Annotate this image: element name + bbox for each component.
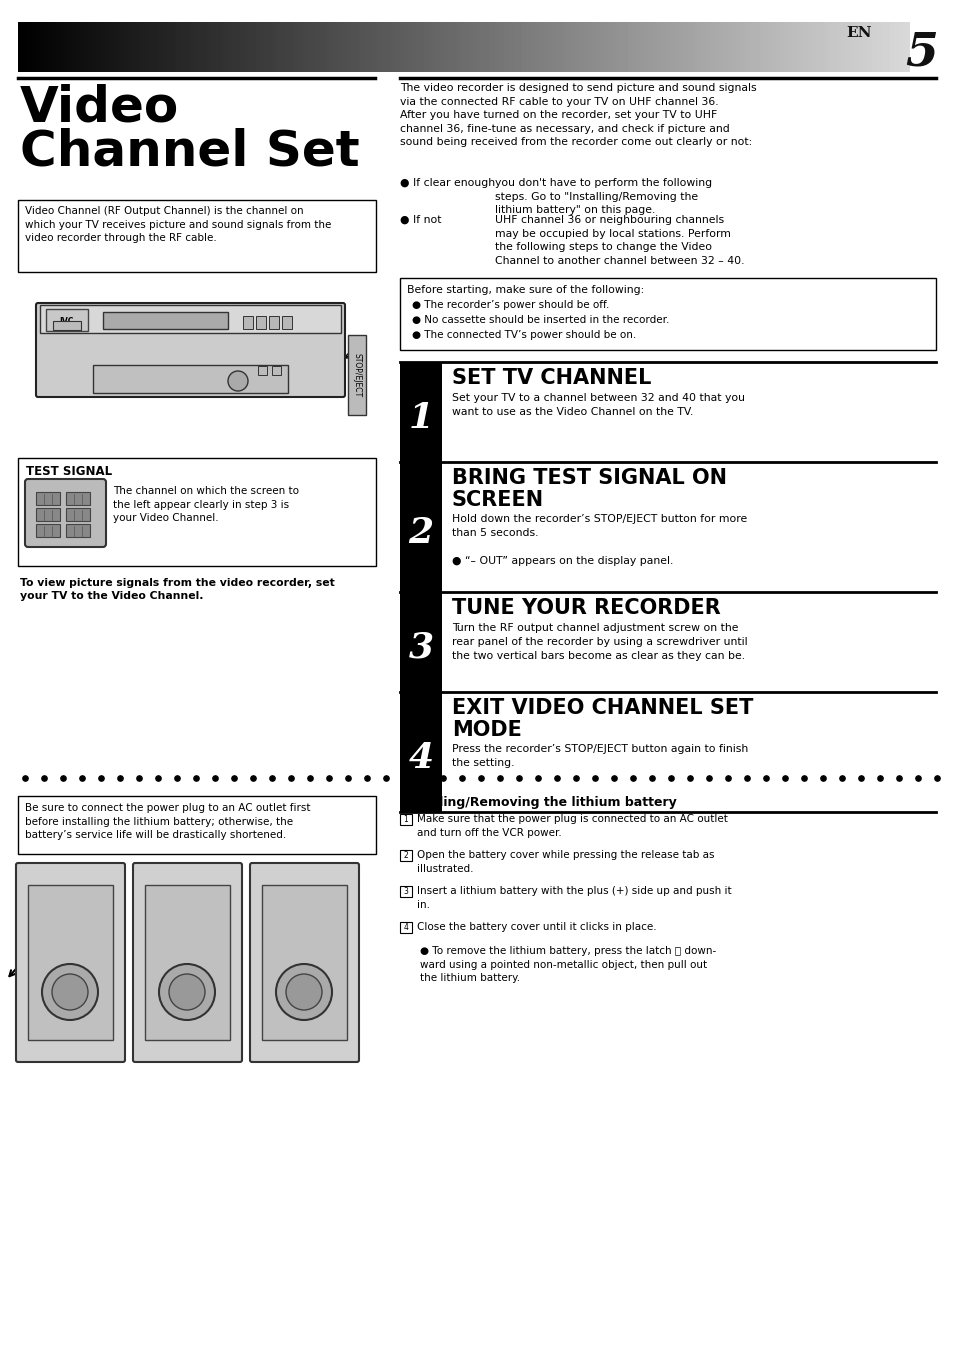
Text: Video Channel (RF Output Channel) is the channel on
which your TV receives pictu: Video Channel (RF Output Channel) is the… [25,206,331,243]
Bar [103,312,228,329]
Bar [272,366,281,375]
Text: Before starting, make sure of the following:: Before starting, make sure of the follow… [407,285,643,295]
Text: ● To remove the lithium battery, press the latch Ⓐ down-
ward using a pointed no: ● To remove the lithium battery, press t… [419,946,716,983]
Text: 3: 3 [403,888,408,897]
Bar [18,200,375,272]
Text: Set your TV to a channel between 32 and 40 that you
want to use as the Video Cha: Set your TV to a channel between 32 and … [452,393,744,417]
Text: 1: 1 [403,816,408,824]
Bar [399,278,935,349]
Text: ● If not: ● If not [399,214,441,225]
Text: 4: 4 [408,741,433,774]
Bar [36,509,60,521]
Circle shape [169,974,205,1010]
Bar [36,492,60,505]
Text: ● The connected TV’s power should be on.: ● The connected TV’s power should be on. [412,331,636,340]
Bar [399,692,441,812]
Text: EN: EN [845,26,871,40]
Circle shape [159,965,214,1020]
Bar [255,316,266,329]
Bar [18,459,375,567]
Bar [282,316,292,329]
Bar [36,523,60,537]
Text: ● The recorder’s power should be off.: ● The recorder’s power should be off. [412,299,609,310]
Text: To view picture signals from the video recorder, set
your TV to the Video Channe: To view picture signals from the video r… [20,577,335,602]
Text: The video recorder is designed to send picture and sound signals
via the connect: The video recorder is designed to send p… [399,84,756,147]
Text: Make sure that the power plug is connected to an AC outlet
and turn off the VCR : Make sure that the power plug is connect… [416,813,727,838]
Bar [399,886,412,897]
Text: Close the battery cover until it clicks in place.: Close the battery cover until it clicks … [416,921,656,932]
FancyBboxPatch shape [250,863,358,1062]
Text: 3: 3 [408,631,433,665]
Text: 1: 1 [408,401,433,434]
Text: ● If clear enough: ● If clear enough [399,178,495,188]
Bar [145,885,230,1040]
Bar [18,796,375,854]
Circle shape [228,371,248,391]
Text: SET TV CHANNEL: SET TV CHANNEL [452,368,651,389]
Bar [399,813,412,826]
FancyBboxPatch shape [25,479,106,546]
Text: Channel Set: Channel Set [20,128,359,175]
Text: BRING TEST SIGNAL ON
SCREEN: BRING TEST SIGNAL ON SCREEN [452,468,726,510]
Text: Turn the RF output channel adjustment screw on the
rear panel of the recorder by: Turn the RF output channel adjustment sc… [452,623,747,661]
Text: ● No cassette should be inserted in the recorder.: ● No cassette should be inserted in the … [412,316,669,325]
Bar [262,885,347,1040]
Bar [28,885,112,1040]
Text: JVC: JVC [60,317,74,325]
Text: Insert a lithium battery with the plus (+) side up and push it
in.: Insert a lithium battery with the plus (… [416,886,731,909]
Text: 2: 2 [403,851,408,861]
FancyBboxPatch shape [16,863,125,1062]
FancyBboxPatch shape [36,304,345,397]
Bar [66,523,90,537]
Circle shape [42,965,98,1020]
Bar [243,316,253,329]
Bar [399,461,441,592]
Text: Video: Video [20,84,179,131]
Text: 4: 4 [403,924,408,932]
Bar [40,305,340,333]
Text: Hold down the recorder’s STOP/EJECT button for more
than 5 seconds.

● “– OUT” a: Hold down the recorder’s STOP/EJECT butt… [452,514,746,567]
Text: Installing/Removing the lithium battery: Installing/Removing the lithium battery [399,796,676,809]
Text: TEST SIGNAL: TEST SIGNAL [26,465,112,478]
Text: UHF channel 36 or neighbouring channels
may be occupied by local stations. Perfo: UHF channel 36 or neighbouring channels … [495,214,743,266]
Bar [92,366,288,393]
Bar [66,509,90,521]
Text: STOP/EJECT: STOP/EJECT [352,353,361,397]
Bar [46,309,88,331]
Bar [399,362,441,461]
Text: you don't have to perform the following
steps. Go to "Installing/Removing the
li: you don't have to perform the following … [495,178,711,216]
Text: TUNE YOUR RECORDER: TUNE YOUR RECORDER [452,598,720,618]
Bar [257,366,267,375]
Circle shape [52,974,88,1010]
Text: Open the battery cover while pressing the release tab as
illustrated.: Open the battery cover while pressing th… [416,850,714,874]
Circle shape [275,965,332,1020]
Text: The channel on which the screen to
the left appear clearly in step 3 is
your Vid: The channel on which the screen to the l… [112,486,298,523]
FancyBboxPatch shape [132,863,242,1062]
Text: EXIT VIDEO CHANNEL SET
MODE: EXIT VIDEO CHANNEL SET MODE [452,697,753,741]
Bar [269,316,278,329]
Text: 5: 5 [904,30,937,76]
Bar [399,592,441,692]
Text: Be sure to connect the power plug to an AC outlet first
before installing the li: Be sure to connect the power plug to an … [25,803,310,840]
Circle shape [286,974,322,1010]
Bar [66,492,90,505]
Bar [348,335,366,415]
Bar [399,921,412,934]
Text: Press the recorder’s STOP/EJECT button again to finish
the setting.: Press the recorder’s STOP/EJECT button a… [452,745,747,768]
Text: 2: 2 [408,517,433,550]
Bar [53,321,81,331]
Bar [399,850,412,861]
